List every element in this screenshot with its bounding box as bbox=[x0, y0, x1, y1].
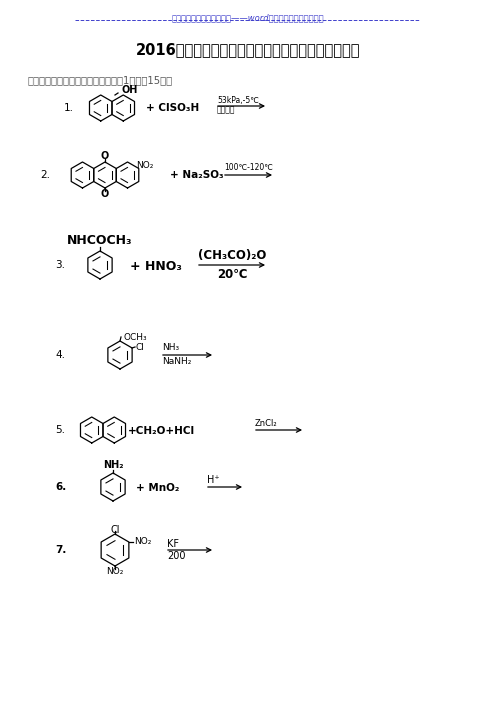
Text: 3.: 3. bbox=[55, 260, 65, 270]
Text: NH₂: NH₂ bbox=[103, 460, 123, 470]
Text: +CH₂O+HCl: +CH₂O+HCl bbox=[128, 426, 195, 436]
Text: O: O bbox=[101, 151, 109, 161]
Text: + MnO₂: + MnO₂ bbox=[136, 483, 180, 493]
Text: KF: KF bbox=[167, 539, 179, 549]
Text: NO₂: NO₂ bbox=[134, 538, 151, 546]
Text: ZnCl₂: ZnCl₂ bbox=[255, 418, 278, 428]
Text: 2.: 2. bbox=[40, 170, 50, 180]
Text: OH: OH bbox=[121, 85, 137, 95]
Text: 7.: 7. bbox=[55, 545, 66, 555]
Text: NaNH₂: NaNH₂ bbox=[162, 357, 191, 366]
Text: NH₃: NH₃ bbox=[162, 343, 179, 352]
Text: + Na₂SO₃: + Na₂SO₃ bbox=[170, 170, 224, 180]
Text: OCH₃: OCH₃ bbox=[124, 333, 148, 341]
Text: 6.: 6. bbox=[55, 482, 66, 492]
Text: Cl: Cl bbox=[136, 343, 145, 352]
Text: 》》》》》》历年考试真题——word版欢迎下载《《《《《《: 》》》》》》历年考试真题——word版欢迎下载《《《《《《 bbox=[172, 13, 324, 22]
Text: 5.: 5. bbox=[55, 425, 65, 435]
Text: H⁺: H⁺ bbox=[207, 475, 220, 485]
Text: 53kPa,-5℃: 53kPa,-5℃ bbox=[217, 95, 259, 105]
Text: 100℃-120℃: 100℃-120℃ bbox=[224, 164, 273, 173]
Text: (CH₃CO)₂O: (CH₃CO)₂O bbox=[198, 249, 266, 262]
Text: 1.: 1. bbox=[64, 103, 74, 113]
Text: + HNO₃: + HNO₃ bbox=[130, 260, 182, 274]
Text: 20℃: 20℃ bbox=[217, 268, 247, 282]
Text: NO₂: NO₂ bbox=[136, 161, 154, 169]
Text: NHCOCH₃: NHCOCH₃ bbox=[67, 234, 133, 246]
Text: 4.: 4. bbox=[55, 350, 65, 360]
Text: + ClSO₃H: + ClSO₃H bbox=[146, 103, 199, 113]
Text: NO₂: NO₂ bbox=[106, 567, 124, 576]
Text: 2016年山东青岛大学精细有机合成单元反应考研真题: 2016年山东青岛大学精细有机合成单元反应考研真题 bbox=[136, 42, 360, 57]
Text: O: O bbox=[101, 189, 109, 199]
Text: Cl: Cl bbox=[110, 525, 120, 535]
Text: 一、写出下列反应的主要产物（每空1分，共15分）: 一、写出下列反应的主要产物（每空1分，共15分） bbox=[28, 75, 173, 85]
Text: 200: 200 bbox=[167, 551, 186, 561]
Text: 硝基乙苯: 硝基乙苯 bbox=[217, 105, 236, 114]
